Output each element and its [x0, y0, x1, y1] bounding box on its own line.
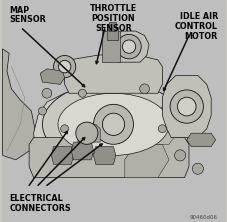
Circle shape	[58, 60, 71, 73]
Polygon shape	[125, 144, 169, 178]
Text: IDLE AIR
CONTROL
MOTOR: IDLE AIR CONTROL MOTOR	[175, 12, 218, 41]
Circle shape	[170, 90, 203, 123]
Bar	[107, 27, 118, 40]
Circle shape	[78, 89, 86, 97]
Text: 90460d06: 90460d06	[190, 215, 218, 220]
Circle shape	[178, 97, 196, 116]
Polygon shape	[34, 87, 189, 160]
FancyArrowPatch shape	[38, 138, 85, 185]
FancyArrowPatch shape	[22, 29, 85, 87]
Circle shape	[38, 107, 47, 115]
Circle shape	[61, 125, 69, 133]
Polygon shape	[2, 49, 36, 160]
Circle shape	[122, 40, 136, 53]
Polygon shape	[162, 75, 211, 138]
Circle shape	[158, 125, 166, 133]
Circle shape	[94, 104, 133, 144]
FancyArrowPatch shape	[47, 144, 102, 185]
Polygon shape	[94, 147, 116, 164]
Polygon shape	[65, 53, 162, 93]
Text: ELECTRICAL
CONNECTORS: ELECTRICAL CONNECTORS	[9, 194, 71, 213]
FancyArrowPatch shape	[164, 36, 189, 90]
Circle shape	[42, 88, 52, 98]
Circle shape	[192, 163, 203, 174]
Text: THROTTLE
POSITION
SENSOR: THROTTLE POSITION SENSOR	[90, 4, 137, 33]
Polygon shape	[51, 147, 74, 164]
Polygon shape	[111, 31, 149, 62]
Text: MAP
SENSOR: MAP SENSOR	[9, 6, 46, 24]
Ellipse shape	[42, 82, 185, 166]
Circle shape	[54, 56, 76, 78]
Circle shape	[117, 34, 141, 59]
Ellipse shape	[58, 93, 169, 155]
Polygon shape	[40, 69, 65, 84]
FancyArrowPatch shape	[96, 29, 105, 63]
Bar	[109, 22, 116, 31]
Polygon shape	[29, 138, 189, 178]
Polygon shape	[140, 107, 180, 144]
Circle shape	[140, 84, 149, 94]
Polygon shape	[187, 133, 216, 147]
Polygon shape	[78, 124, 100, 142]
Polygon shape	[71, 142, 94, 160]
Bar	[102, 31, 120, 62]
Circle shape	[175, 150, 186, 161]
Circle shape	[76, 122, 98, 144]
FancyArrowPatch shape	[29, 131, 67, 185]
Circle shape	[102, 113, 125, 135]
